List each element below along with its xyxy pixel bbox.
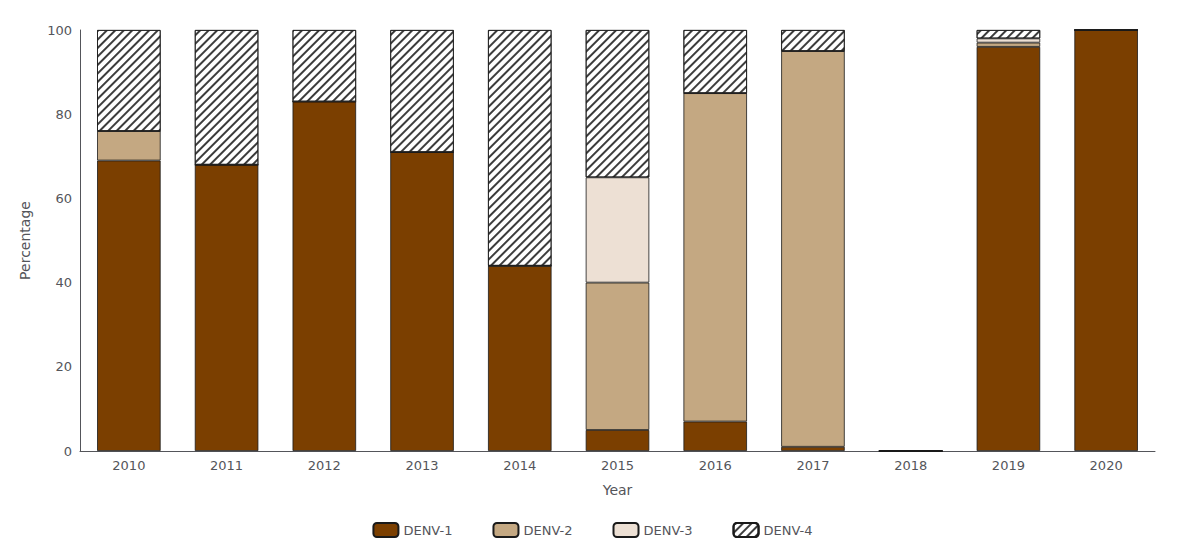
svg-text:Year: Year [602, 482, 633, 498]
svg-text:2019: 2019 [992, 458, 1025, 473]
svg-text:20: 20 [55, 359, 72, 374]
svg-text:2015: 2015 [601, 458, 634, 473]
svg-text:60: 60 [55, 191, 72, 206]
svg-text:2016: 2016 [699, 458, 732, 473]
svg-text:2018: 2018 [894, 458, 927, 473]
svg-text:2012: 2012 [308, 458, 341, 473]
svg-text:2017: 2017 [796, 458, 829, 473]
svg-text:2011: 2011 [210, 458, 243, 473]
svg-text:2020: 2020 [1090, 458, 1123, 473]
svg-text:DENV-2: DENV-2 [523, 523, 572, 538]
svg-text:40: 40 [55, 275, 72, 290]
svg-text:2014: 2014 [503, 458, 536, 473]
svg-text:2013: 2013 [405, 458, 438, 473]
svg-text:100: 100 [47, 23, 72, 38]
svg-text:2010: 2010 [112, 458, 145, 473]
svg-text:DENV-3: DENV-3 [644, 523, 693, 538]
svg-text:0: 0 [64, 444, 72, 459]
svg-text:DENV-4: DENV-4 [764, 523, 813, 538]
svg-text:DENV-1: DENV-1 [403, 523, 452, 538]
svg-text:80: 80 [55, 107, 72, 122]
svg-text:Percentage: Percentage [17, 201, 33, 280]
